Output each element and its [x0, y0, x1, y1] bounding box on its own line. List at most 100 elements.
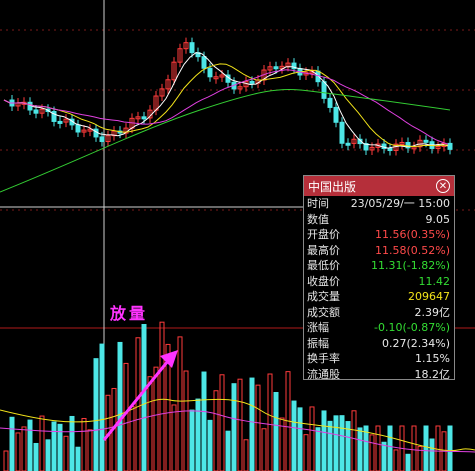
volume-bar: [171, 404, 177, 471]
volume-bar: [351, 410, 357, 471]
candle-body: [165, 79, 171, 90]
volume-bar: [99, 343, 105, 471]
volume-bar: [135, 337, 141, 471]
volume-bar: [417, 446, 423, 471]
volume-bar: [45, 439, 51, 471]
candle-body: [159, 88, 165, 97]
candle-body: [171, 61, 177, 81]
volume-bar: [195, 398, 201, 471]
candle-body: [201, 56, 207, 69]
candle-body: [279, 65, 285, 70]
volume-bar: [159, 321, 165, 471]
volume-bar: [363, 425, 369, 471]
candle-body: [423, 139, 429, 143]
volume-bar: [429, 438, 435, 471]
quote-value: 2.39亿: [414, 305, 451, 319]
quote-row: 数值 9.05: [304, 212, 454, 228]
candle-body: [435, 145, 441, 149]
candle-body: [75, 124, 81, 133]
volume-bar: [267, 373, 273, 471]
volume-bar: [279, 417, 285, 471]
quote-label: 成交量: [307, 290, 340, 303]
candle-body: [63, 118, 69, 123]
candle-body: [333, 106, 339, 123]
volume-bar: [75, 446, 81, 471]
candle-body: [321, 81, 327, 99]
quote-info-panel[interactable]: 中国出版 ✕ 时间 23/05/29/一 15:00 数值 9.05 开盘价 11.56(…: [303, 175, 455, 383]
quote-label: 收盘价: [307, 274, 340, 288]
volume-bar: [357, 427, 363, 471]
quote-value: 9.05: [425, 212, 451, 226]
volume-bar: [291, 400, 297, 471]
volume-bar: [177, 336, 183, 471]
volume-bar: [153, 366, 159, 471]
candle-body: [141, 116, 147, 120]
quote-value: 209647: [408, 290, 450, 303]
trend-arrow-head: [160, 350, 178, 368]
candle-body: [189, 42, 195, 54]
candle-body: [237, 86, 243, 90]
candle-body: [33, 109, 39, 114]
candle-body: [339, 121, 345, 144]
close-icon[interactable]: ✕: [436, 179, 450, 193]
volume-bar: [39, 415, 45, 471]
volume-bar: [237, 378, 243, 471]
quote-label: 振幅: [307, 336, 329, 350]
candle-body: [183, 42, 189, 50]
quote-value: 11.42: [418, 274, 451, 288]
candle-body: [249, 80, 255, 84]
volume-bar: [201, 371, 207, 471]
quote-label: 涨幅: [307, 321, 329, 334]
candle-body: [405, 141, 411, 149]
volume-bar: [27, 419, 33, 471]
candle-body: [267, 66, 273, 71]
quote-row: 流通股 18.2亿: [304, 367, 454, 383]
candle-body: [99, 136, 105, 143]
quote-label: 最高价: [307, 243, 340, 257]
quote-value: 1.15%: [415, 352, 450, 365]
quote-value: 0.27(2.34%): [381, 336, 450, 350]
volume-bar: [423, 425, 429, 471]
volume-bar: [345, 421, 351, 471]
candle-body: [273, 66, 279, 70]
quote-label: 流通股: [307, 367, 340, 381]
volume-bar: [129, 405, 135, 471]
candle-body: [105, 135, 111, 143]
quote-value: 18.2亿: [414, 367, 451, 381]
volume-bar: [189, 409, 195, 471]
panel-header[interactable]: 中国出版 ✕: [304, 176, 454, 196]
volume-bar: [333, 415, 339, 471]
volume-bar: [375, 425, 381, 471]
quote-label: 时间: [307, 197, 329, 210]
volume-bar: [321, 410, 327, 471]
volume-bar: [231, 383, 237, 471]
volume-bar: [117, 341, 123, 471]
ma60-line: [0, 88, 451, 193]
volume-bar: [387, 425, 393, 471]
volume-bar: [447, 425, 453, 471]
volume-ma-yellow: [0, 398, 475, 452]
ma20-line: [3, 69, 449, 145]
quote-row: 涨幅 -0.10(-0.87%): [304, 320, 454, 336]
volume-bar: [225, 430, 231, 471]
volume-bar: [309, 406, 315, 471]
quote-row: 最低价 11.31(-1.82%): [304, 258, 454, 274]
candle-body: [327, 97, 333, 108]
quote-label: 开盘价: [307, 228, 340, 241]
quote-value: 11.56(0.35%): [374, 228, 450, 241]
quote-label: 成交额: [307, 305, 340, 319]
volume-bar: [249, 377, 255, 471]
quote-row: 成交量 209647: [304, 289, 454, 305]
volume-bar: [213, 390, 219, 471]
volume-bar: [261, 428, 267, 471]
candle-body: [87, 128, 93, 132]
volume-annotation: 放量: [110, 304, 149, 323]
volume-ma-magenta: [0, 410, 475, 453]
candle-body: [291, 62, 297, 70]
volume-bar: [297, 407, 303, 471]
quote-value: 23/05/29/一 15:00: [350, 197, 450, 210]
stock-name: 中国出版: [308, 179, 357, 194]
quote-row: 换手率 1.15%: [304, 351, 454, 367]
